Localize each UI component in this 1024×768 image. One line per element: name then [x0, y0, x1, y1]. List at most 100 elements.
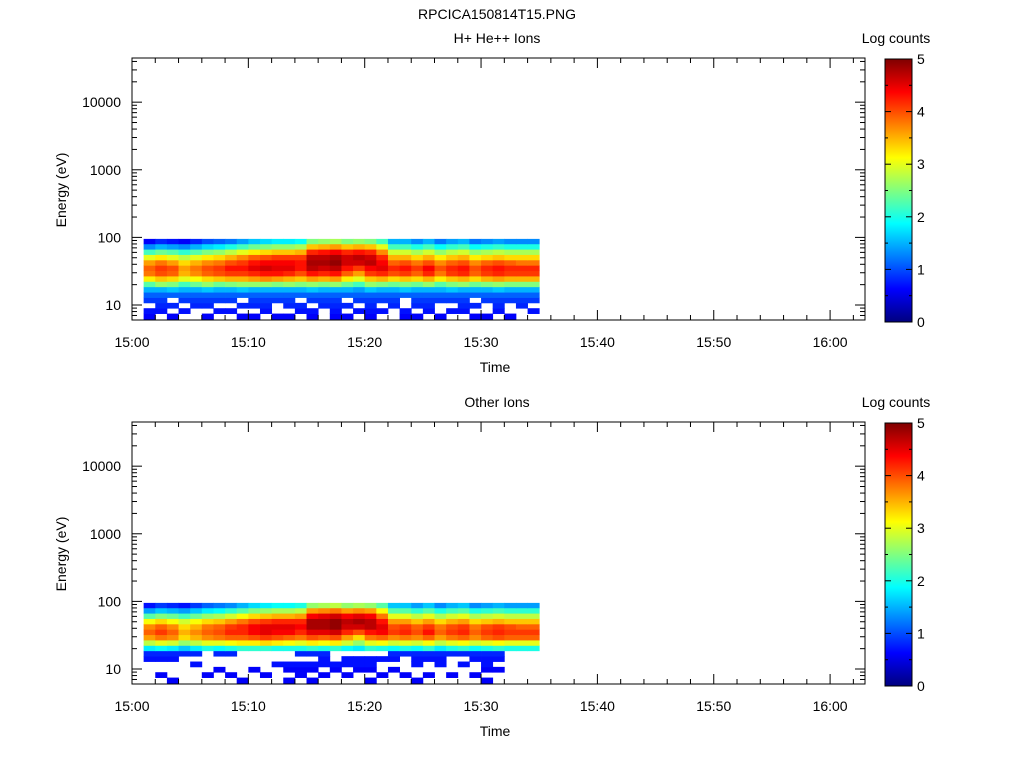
heatmap-cell: [422, 297, 435, 304]
heatmap-cell: [155, 618, 168, 625]
heatmap-cell: [353, 259, 366, 266]
heatmap-cell: [294, 270, 307, 277]
heatmap-cell: [271, 281, 284, 288]
heatmap-cell: [294, 634, 307, 641]
heatmap-cell: [248, 302, 261, 309]
heatmap-cell: [236, 313, 249, 321]
heatmap-cell: [178, 249, 191, 255]
heatmap-cell: [434, 645, 447, 652]
heatmap-cell: [376, 249, 389, 255]
heatmap-cell: [364, 613, 377, 619]
heatmap-cell: [364, 677, 377, 685]
colorbar-tick-label: 1: [917, 261, 925, 277]
heatmap-cell: [492, 629, 505, 636]
heatmap-cell: [236, 243, 249, 250]
heatmap-cell: [213, 666, 226, 673]
heatmap-cell: [190, 629, 203, 636]
heatmap-cell: [434, 297, 447, 304]
heatmap-cell: [376, 613, 389, 619]
heatmap-cell: [341, 302, 354, 309]
heatmap-cell: [294, 243, 307, 250]
heatmap-cell: [143, 607, 156, 614]
heatmap-cell: [434, 661, 447, 668]
heatmap-cell: [166, 276, 179, 282]
heatmap-cell: [364, 254, 377, 261]
heatmap-cell: [492, 302, 505, 309]
heatmap-cell: [527, 259, 540, 266]
heatmap-cell: [178, 645, 191, 652]
heatmap-cell: [143, 645, 156, 652]
heatmap-cell: [481, 645, 494, 652]
heatmap-cell: [294, 238, 307, 245]
colorbar-label: Log counts: [862, 30, 931, 46]
heatmap-cell: [411, 618, 424, 625]
heatmap-cell: [283, 613, 296, 619]
heatmap-cell: [225, 249, 238, 255]
heatmap-cell: [329, 238, 342, 245]
heatmap-cell: [422, 254, 435, 261]
heatmap-cell: [341, 276, 354, 282]
heatmap-cell: [492, 650, 505, 657]
heatmap-cell: [341, 313, 354, 321]
x-tick-label: 15:40: [580, 334, 615, 350]
heatmap-cell: [515, 602, 528, 609]
heatmap-cell: [155, 650, 168, 657]
heatmap-cell: [329, 259, 342, 266]
heatmap-cell: [143, 259, 156, 266]
heatmap-cell: [166, 292, 179, 298]
heatmap-cell: [376, 238, 389, 245]
heatmap-cell: [271, 292, 284, 298]
heatmap-cell: [457, 308, 470, 314]
heatmap-cell: [399, 607, 412, 614]
heatmap-cell: [178, 259, 191, 266]
heatmap-cell: [364, 308, 377, 314]
heatmap-cell: [422, 656, 435, 662]
heatmap-cell: [457, 281, 470, 288]
heatmap-cell: [446, 238, 459, 245]
heatmap-cell: [248, 634, 261, 641]
heatmap-cell: [225, 238, 238, 245]
heatmap-cell: [469, 602, 482, 609]
heatmap-cell: [236, 602, 249, 609]
heatmap-cell: [329, 634, 342, 641]
heatmap-cell: [155, 672, 168, 678]
heatmap-cell: [259, 645, 273, 652]
heatmap-cell: [527, 618, 540, 625]
heatmap-cell: [422, 613, 435, 619]
heatmap-cell: [422, 618, 435, 625]
heatmap-cell: [259, 281, 273, 288]
heatmap-cell: [399, 602, 412, 609]
heatmap-cell: [387, 645, 400, 652]
heatmap-cell: [143, 618, 156, 625]
heatmap-cell: [201, 259, 214, 266]
heatmap-cell: [527, 254, 540, 261]
heatmap-cell: [306, 292, 319, 298]
heatmap-cell: [283, 602, 296, 609]
heatmap-cell: [446, 672, 459, 678]
heatmap-cell: [341, 634, 354, 641]
heatmap-cell: [457, 254, 470, 261]
heatmap-cell: [318, 618, 331, 625]
heatmap-cell: [492, 238, 505, 245]
heatmap-cell: [178, 629, 191, 636]
heatmap-cell: [201, 623, 214, 630]
heatmap-cell: [166, 613, 179, 619]
heatmap-cell: [341, 281, 354, 288]
heatmap-cell: [259, 302, 273, 309]
heatmap-cell: [213, 259, 226, 266]
heatmap-cell: [190, 292, 203, 298]
heatmap-cell: [306, 238, 319, 245]
heatmap-cell: [341, 259, 354, 266]
heatmap-cell: [329, 618, 342, 625]
heatmap-cell: [492, 666, 505, 673]
heatmap-cell: [504, 297, 517, 304]
heatmap-cell: [294, 607, 307, 614]
heatmap-cell: [492, 613, 505, 619]
colorbar-label: Log counts: [862, 394, 931, 410]
heatmap-cell: [225, 672, 238, 678]
heatmap-cell: [422, 281, 435, 288]
heatmap-cell: [248, 297, 261, 304]
heatmap-cell: [515, 634, 528, 641]
heatmap-cell: [190, 297, 203, 304]
heatmap-cell: [434, 618, 447, 625]
